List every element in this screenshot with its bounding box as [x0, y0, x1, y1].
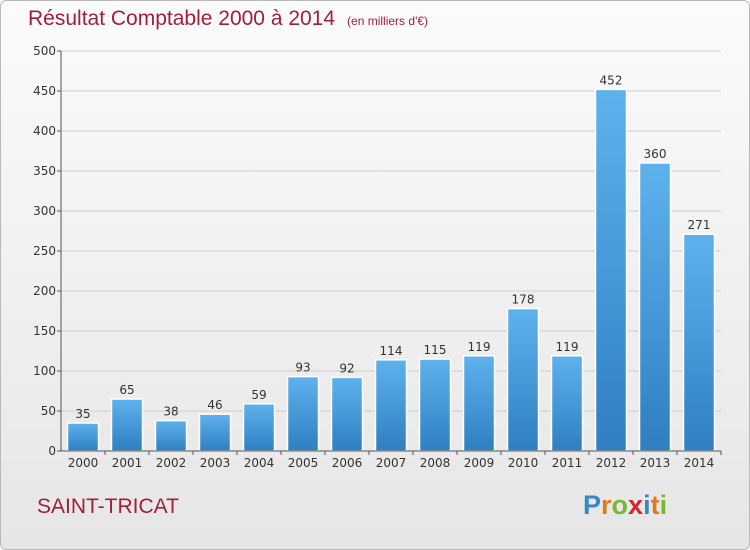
logo-letter: o — [611, 490, 629, 520]
y-tick-label: 250 — [33, 244, 56, 258]
logo-letter: r — [601, 490, 612, 520]
x-tick-label: 2006 — [332, 456, 363, 470]
bar-value-label: 271 — [688, 218, 711, 232]
bar-2001 — [110, 398, 144, 452]
x-tick-label: 2009 — [464, 456, 495, 470]
x-tick-label: 2002 — [156, 456, 187, 470]
y-tick-label: 0 — [48, 444, 56, 458]
axis-layer: 0 50 100 150 200 250 300 350 400 450 500 2000 2001 20… — [33, 44, 722, 470]
bar-value-label: 59 — [251, 388, 266, 402]
bar-2013 — [638, 162, 672, 452]
x-tick-label: 2011 — [552, 456, 583, 470]
x-tick-label: 2005 — [288, 456, 319, 470]
bar-value-label: 46 — [207, 398, 222, 412]
bar-value-label: 178 — [512, 293, 535, 307]
y-tick-label: 500 — [33, 44, 56, 58]
chart-title-text: Résultat Comptable 2000 à 2014 — [28, 7, 336, 30]
x-tick-label: 2004 — [244, 456, 275, 470]
bar-2002 — [154, 419, 188, 452]
bar-value-label: 92 — [339, 361, 354, 375]
bar-2011 — [550, 355, 584, 452]
x-tick-label: 2008 — [420, 456, 451, 470]
y-tick-label: 200 — [33, 284, 56, 298]
bar-value-label: 93 — [295, 361, 310, 375]
bar-2004 — [242, 403, 276, 452]
bar-2006 — [330, 376, 364, 452]
bar-value-label: 119 — [556, 340, 579, 354]
y-tick-label: 450 — [33, 84, 56, 98]
x-tick-label: 2003 — [200, 456, 231, 470]
bar-value-label: 65 — [119, 383, 134, 397]
bar-value-label: 35 — [75, 407, 90, 421]
x-tick-label: 2012 — [596, 456, 627, 470]
logo-letter: i — [643, 490, 651, 520]
logo-letter: i — [659, 490, 668, 520]
logo-letter: P — [583, 490, 602, 520]
bar-value-label: 452 — [600, 73, 623, 87]
bar-2005 — [286, 375, 320, 452]
bar-value-label: 38 — [163, 405, 178, 419]
y-tick-label: 350 — [33, 164, 56, 178]
bar-chart: 35 65 38 46 59 93 92 114 115 119 178 119 452 360 271 0… — [33, 44, 722, 470]
bars-layer: 35 65 38 46 59 93 92 114 115 119 178 119 452 360 271 — [66, 73, 716, 452]
x-tick-label: 2007 — [376, 456, 407, 470]
bar-value-label: 114 — [380, 344, 403, 358]
x-tick-label: 2014 — [684, 456, 715, 470]
x-tick-label: 2001 — [112, 456, 143, 470]
bar-2008 — [418, 358, 452, 452]
x-tick-label: 2010 — [508, 456, 539, 470]
commune-name: SAINT-TRICAT — [37, 495, 179, 518]
bar-value-label: 115 — [424, 343, 447, 357]
x-tick-label: 2000 — [68, 456, 99, 470]
y-tick-label: 50 — [41, 404, 56, 418]
bar-2009 — [462, 355, 496, 452]
bar-2000 — [66, 422, 100, 452]
bar-2014 — [682, 233, 716, 452]
bar-2010 — [506, 307, 540, 452]
bar-2012 — [594, 88, 628, 452]
x-tick-label: 2013 — [640, 456, 671, 470]
chart-title: Résultat Comptable 2000 à 2014 (en millie… — [28, 7, 428, 31]
proxiti-logo: Proxiti — [583, 490, 667, 521]
y-tick-label: 100 — [33, 364, 56, 378]
bar-value-label: 360 — [644, 147, 667, 161]
logo-letter: t — [650, 490, 660, 520]
bar-value-label: 119 — [468, 340, 491, 354]
y-tick-label: 150 — [33, 324, 56, 338]
chart-unit: (en milliers d'€) — [347, 14, 429, 28]
y-tick-label: 300 — [33, 204, 56, 218]
bar-2003 — [198, 413, 232, 452]
bar-2007 — [374, 359, 408, 452]
y-tick-label: 400 — [33, 124, 56, 138]
logo-letter: x — [628, 490, 644, 520]
